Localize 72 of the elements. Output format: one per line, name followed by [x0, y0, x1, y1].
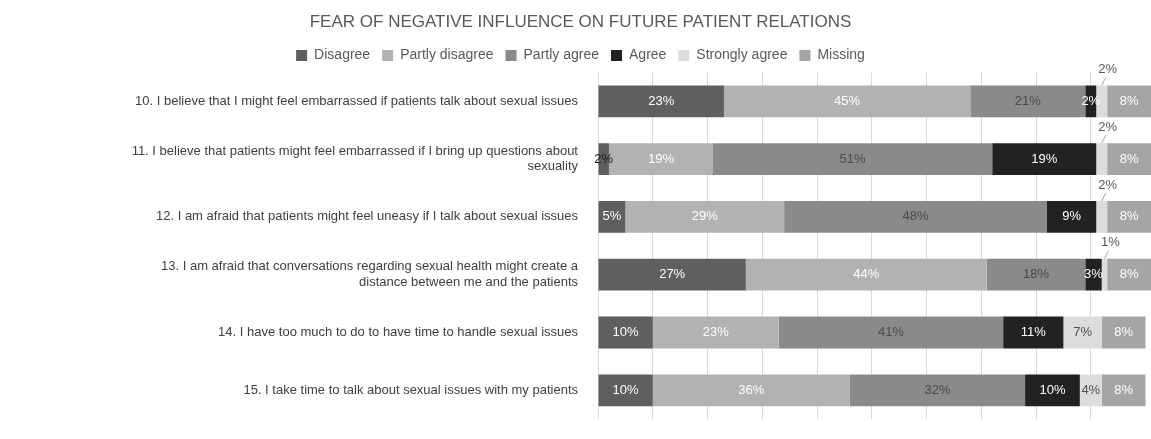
data-label: 8%: [1119, 266, 1139, 282]
data-label: 10%: [612, 381, 640, 397]
data-label: 36%: [738, 381, 765, 397]
data-label: 8%: [1119, 208, 1139, 224]
data-label: 9%: [1062, 208, 1082, 224]
legend-label: Strongly agree: [696, 46, 788, 63]
y-tick-label: 10. I believe that I might feel embarrassed if patients talk about sexual issues: [135, 92, 579, 108]
legend-label: Partly agree: [523, 46, 600, 63]
data-label: 23%: [702, 324, 730, 340]
data-label: 8%: [1114, 381, 1134, 397]
chart-title: FEAR OF NEGATIVE INFLUENCE ON FUTURE PATIENT RELATIONS: [309, 11, 852, 31]
bar: [1096, 201, 1108, 233]
data-label: 11%: [1020, 324, 1047, 340]
data-label: 18%: [1023, 266, 1050, 282]
bar: [986, 258, 1086, 291]
data-label: 45%: [834, 92, 861, 108]
bar: [652, 316, 779, 349]
bar: [625, 201, 785, 233]
bar: [1107, 143, 1151, 175]
bar: [1003, 316, 1064, 349]
data-label: 10%: [612, 324, 640, 340]
y-tick-label: 11. I believe that patients might feel embarrassed if I bring up questions about sexuality: [131, 142, 579, 174]
data-label: 44%: [853, 266, 880, 282]
bar: [652, 374, 850, 407]
data-label: 2%: [1098, 176, 1118, 192]
y-tick-label: 12. I am afraid that patients might feel uneasy if I talk about sexual issues: [155, 208, 579, 224]
data-label: 8%: [1114, 324, 1134, 340]
legend-label: Agree: [629, 46, 667, 63]
bar: [723, 85, 971, 118]
data-label: 32%: [924, 381, 951, 397]
data-label: 1%: [1101, 234, 1121, 250]
data-label: 4%: [1081, 381, 1101, 397]
data-label: 21%: [1014, 92, 1042, 108]
bar: [1046, 201, 1097, 233]
y-tick-label: 15. I take time to talk about sexual issues with my patients: [243, 381, 579, 397]
data-label: 8%: [1119, 92, 1139, 108]
bar: [992, 143, 1097, 175]
data-label: 5%: [602, 208, 622, 224]
bar: [598, 374, 653, 407]
bar: [1101, 316, 1146, 349]
data-label: 51%: [839, 150, 867, 166]
bar: [598, 85, 724, 118]
bar: [1107, 85, 1151, 118]
bar: [712, 143, 993, 175]
legend-label: Disagree: [314, 46, 371, 63]
data-label: 27%: [659, 266, 686, 282]
bar: [1101, 258, 1108, 291]
bar: [778, 316, 1004, 349]
data-label: 19%: [1031, 150, 1058, 166]
bar: [598, 258, 746, 291]
legend-label: Partly disagree: [400, 46, 494, 63]
data-label: 8%: [1119, 150, 1139, 166]
y-tick-label: 14. I have too much to do to have time to handle sexual issues: [218, 324, 579, 340]
bar: [1096, 143, 1108, 175]
data-label: 10%: [1039, 381, 1066, 397]
legend-label: Missing: [817, 46, 865, 63]
data-label: 19%: [647, 150, 675, 166]
data-label: 7%: [1073, 324, 1093, 340]
y-tick-label: 13. I am afraid that conversations regarding sexual health might create a distance between me and the patients: [161, 258, 579, 290]
bar: [745, 258, 987, 291]
data-label: 29%: [691, 208, 719, 224]
bar: [1107, 258, 1151, 291]
data-label: 2%: [1098, 118, 1118, 134]
data-label: 48%: [902, 208, 930, 224]
bar: [784, 201, 1047, 233]
data-label: 2%: [1098, 60, 1118, 76]
bar: [1107, 201, 1151, 233]
bar: [1101, 374, 1146, 407]
data-label: 23%: [648, 92, 675, 108]
data-label: 41%: [877, 324, 905, 340]
bar: [1025, 374, 1080, 407]
bar: [849, 374, 1026, 407]
